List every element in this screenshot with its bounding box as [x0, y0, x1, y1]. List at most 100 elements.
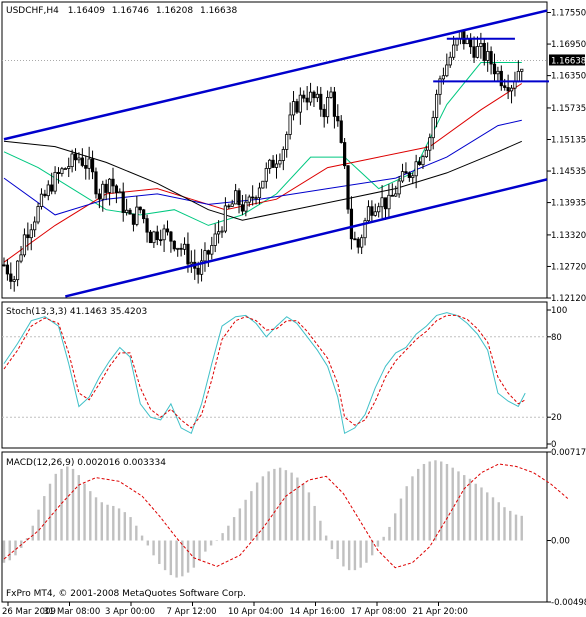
- candle-body: [223, 205, 228, 232]
- candle-body: [356, 238, 360, 248]
- macd-histogram-bar: [94, 497, 98, 541]
- candle-body: [94, 171, 98, 195]
- macd-histogram-bar: [14, 540, 17, 556]
- candle-body: [295, 101, 299, 113]
- candle-body: [305, 97, 309, 103]
- macd-histogram-bar: [37, 509, 40, 541]
- macd-histogram-bar: [221, 533, 224, 541]
- macd-histogram-bar: [255, 482, 259, 541]
- candle-body: [312, 91, 316, 99]
- candle-body: [169, 231, 173, 242]
- macd-histogram-bar: [474, 483, 477, 541]
- macd-histogram-bar: [169, 540, 173, 576]
- macd-histogram-bar: [463, 475, 466, 541]
- macd-histogram-bar: [238, 508, 242, 541]
- candle-body: [121, 191, 125, 213]
- macd-histogram-bar: [370, 540, 374, 556]
- candle-body: [339, 120, 343, 143]
- candle-body: [230, 203, 234, 207]
- price-tick-label: 1.15735: [551, 104, 586, 114]
- candle-body: [377, 206, 381, 213]
- macd-tick-label: -0.00498: [551, 598, 586, 608]
- stochastic-panel-frame: [1, 301, 548, 449]
- macd-histogram-bar: [83, 483, 86, 541]
- candle-body: [70, 153, 74, 167]
- macd-histogram-bar: [486, 492, 489, 541]
- price-tick-label: 1.15135: [551, 135, 586, 145]
- candle-body: [9, 273, 13, 282]
- candle-body: [370, 206, 374, 216]
- candle-body: [462, 31, 466, 45]
- candle-body: [135, 206, 139, 225]
- candle-body: [434, 93, 439, 118]
- candle-body: [145, 218, 149, 233]
- macd-histogram-bar: [347, 540, 351, 571]
- price-symbol-title: USDCHF,H4: [6, 6, 59, 16]
- macd-histogram-bar: [129, 517, 132, 541]
- macd-histogram-bar: [330, 540, 334, 550]
- price-panel-title: USDCHF,H4 1.16409 1.16746 1.16208 1.1663…: [6, 6, 237, 16]
- macd-histogram-bar: [77, 475, 80, 541]
- macd-histogram-bar: [43, 496, 46, 541]
- candle-body: [210, 245, 214, 255]
- stochastic-tick-label: 0: [551, 440, 556, 450]
- macd-histogram-bar: [388, 526, 391, 541]
- macd-histogram-bar: [417, 468, 420, 541]
- macd-histogram-bar: [232, 517, 236, 541]
- moving-average-line: [3, 83, 523, 263]
- macd-histogram-bar: [434, 460, 437, 541]
- stochastic-line: [3, 312, 526, 435]
- candle-body: [520, 68, 524, 72]
- candle-body: [424, 149, 428, 158]
- candle-body: [22, 234, 27, 256]
- candle-body: [353, 238, 357, 241]
- candle-body: [455, 38, 459, 46]
- candle-body: [247, 196, 251, 203]
- price-tick-label: 1.13935: [551, 199, 586, 209]
- price-readout-close: 1.16638: [200, 6, 237, 16]
- macd-histogram-bar: [514, 514, 518, 541]
- macd-histogram-bar: [250, 491, 253, 541]
- channel-line: [65, 178, 548, 298]
- candle-body: [101, 183, 105, 200]
- macd-histogram-bar: [106, 504, 109, 541]
- candle-body: [244, 201, 248, 212]
- macd-signal-line: [3, 463, 569, 569]
- candle-body: [285, 134, 289, 150]
- candle-body: [203, 250, 207, 262]
- macd-histogram-bar: [135, 525, 138, 541]
- candle-body: [16, 260, 20, 281]
- macd-histogram-bar: [290, 472, 293, 541]
- price-tick-label: 1.16350: [551, 72, 586, 82]
- macd-histogram-bar: [227, 525, 230, 541]
- macd-histogram-bar: [319, 520, 322, 541]
- candle-body: [315, 93, 319, 99]
- candle-body: [237, 190, 241, 206]
- macd-histogram-bar: [2, 540, 6, 563]
- price-tick-label: 1.13320: [551, 231, 586, 241]
- candle-body: [271, 159, 275, 168]
- candle-body: [107, 178, 112, 193]
- moving-average-line: [3, 140, 523, 221]
- candle-body: [155, 231, 159, 241]
- macd-tick-label: 0.00717: [551, 448, 586, 458]
- macd-panel: MACD(12,26,9) 0.002016 0.003334 0.007170…: [1, 448, 586, 608]
- candle-body: [411, 175, 415, 178]
- candle-body: [26, 234, 30, 239]
- current-price-label: 1.16638: [551, 56, 586, 66]
- candle-body: [97, 193, 101, 200]
- candle-body: [349, 208, 354, 240]
- candle-body: [118, 191, 122, 194]
- macd-histogram-bar: [342, 540, 345, 567]
- candle-body: [46, 184, 50, 197]
- candle-body: [53, 171, 57, 192]
- price-tick-label: 1.14535: [551, 167, 586, 177]
- candle-body: [220, 230, 224, 233]
- price-readout-high: 1.16746: [112, 6, 149, 16]
- time-tick-label: 10 Apr 04:00: [228, 607, 283, 617]
- macd-histogram-bar: [267, 471, 270, 541]
- candle-body: [479, 42, 483, 47]
- macd-axis-ticks: 0.00717 0.00 -0.00498: [547, 448, 586, 608]
- candle-body: [199, 260, 204, 275]
